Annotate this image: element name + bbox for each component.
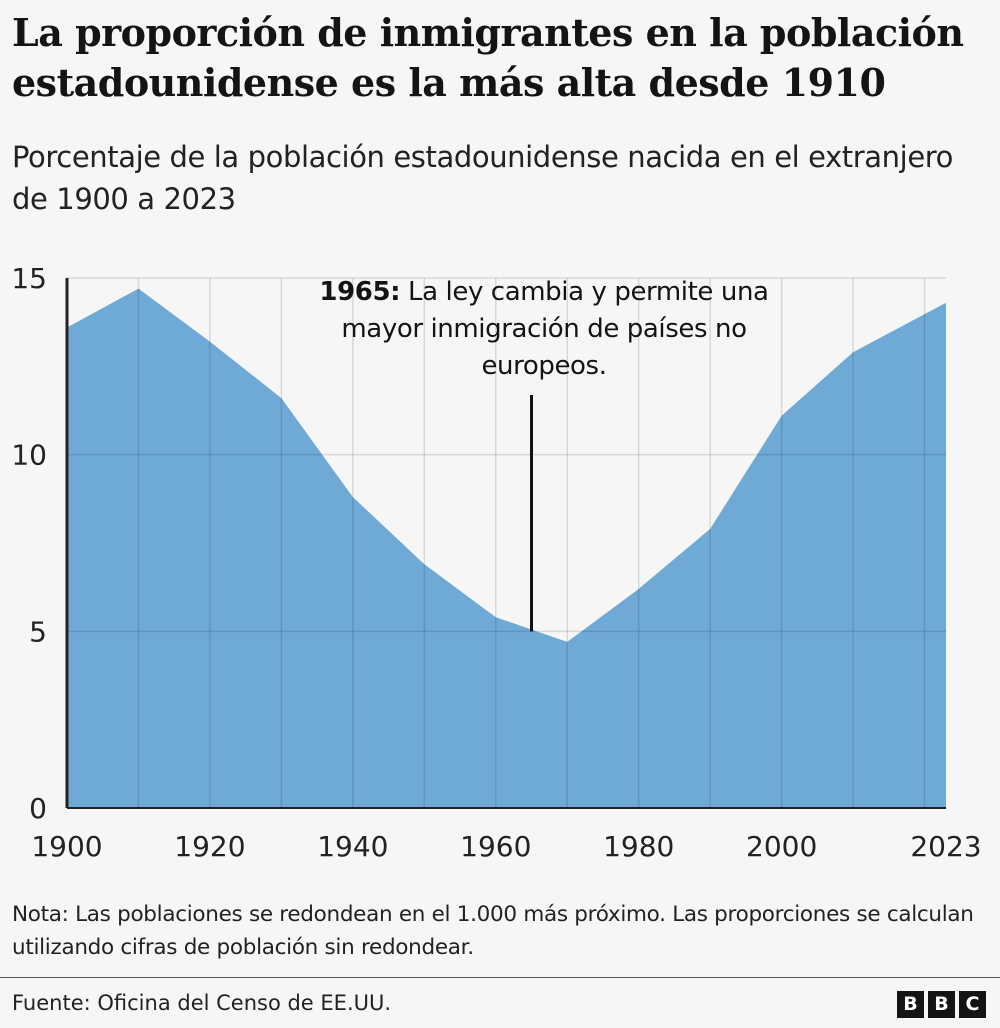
x-tick-label: 1900 [31,830,102,863]
y-tick-label: 5 [29,615,47,648]
logo-letter: B [897,991,924,1018]
x-tick-label: 1920 [174,830,245,863]
annotation-text: La ley cambia y permite una [400,277,768,307]
x-tick-label: 2023 [910,830,981,863]
y-tick-label: 10 [11,439,47,472]
x-tick-labels: 1900 1920 1940 1960 1980 2000 2023 [31,830,981,863]
x-tick-label: 1980 [603,830,674,863]
x-tick-label: 2000 [746,830,817,863]
y-tick-labels: 0 5 10 15 [11,262,47,825]
x-tick-label: 1960 [460,830,531,863]
y-tick-label: 15 [11,262,47,295]
divider [0,977,1000,978]
y-tick-label: 0 [29,792,47,825]
chart-title: La proporción de inmigrantes en la pobla… [12,10,964,105]
chart-source: Fuente: Oficina del Censo de EE.UU. [12,991,392,1015]
annotation-line-3: europeos. [481,351,606,381]
area-chart: 0 5 10 15 1900 1920 1940 1960 1980 2000 2023 1965… [11,262,981,863]
area-series [67,288,946,809]
annotation-year: 1965: [319,277,400,307]
logo-letter: B [928,991,955,1018]
annotation-line-1: 1965: La ley cambia y permite una [319,277,768,307]
chart-subtitle: Porcentaje de la población estadounidens… [12,140,953,216]
bbc-logo: B B C [897,991,986,1018]
logo-letter: C [959,991,986,1018]
x-tick-label: 1940 [317,830,388,863]
chart-note: Nota: Las poblaciones se redondean en el… [12,902,974,960]
annotation-line-2: mayor inmigración de países no [341,314,746,344]
